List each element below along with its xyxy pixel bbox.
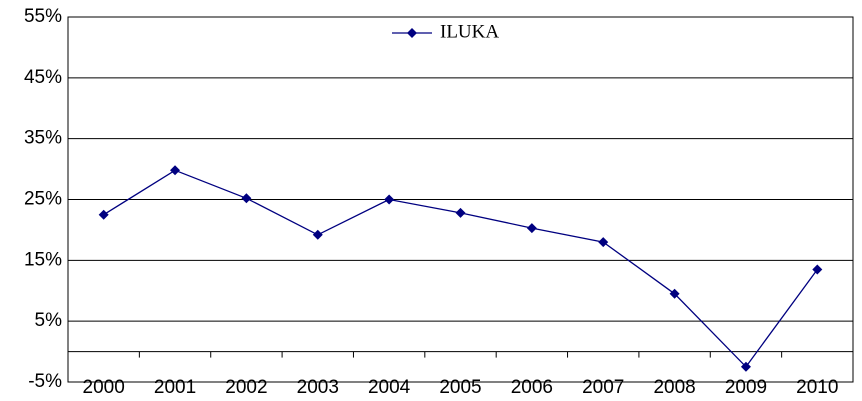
y-tick-label: 55% [24,6,62,27]
x-tick-label: 2008 [653,377,695,398]
data-point [241,193,252,204]
data-point [384,194,395,205]
x-tick-label: 2010 [796,377,838,398]
data-point [598,237,609,248]
plot-border [67,16,854,383]
data-point [740,361,751,372]
data-point [98,209,109,220]
data-point [812,264,823,275]
data-point [170,165,181,176]
data-point [669,288,680,299]
x-tick-label: 2001 [154,377,196,398]
x-tick-label: 2009 [725,377,767,398]
y-tick-label: 45% [24,67,62,88]
data-point [312,229,323,240]
y-tick-label: 15% [24,249,62,270]
x-tick-label: 2004 [368,377,411,398]
x-tick-label: 2003 [297,377,339,398]
x-tick-label: 2007 [582,377,624,398]
y-tick-label: 5% [35,310,63,331]
x-tick-label: 2005 [439,377,481,398]
y-tick-label: -5% [28,371,62,392]
data-point [526,223,537,234]
y-tick-label: 25% [24,189,62,210]
x-tick-label: 2006 [511,377,553,398]
y-tick-label: 35% [24,128,62,149]
legend-label: ILUKA [440,21,499,42]
legend-marker [407,28,417,38]
data-point [455,207,466,218]
x-tick-label: 2000 [83,377,125,398]
x-tick-label: 2002 [225,377,267,398]
